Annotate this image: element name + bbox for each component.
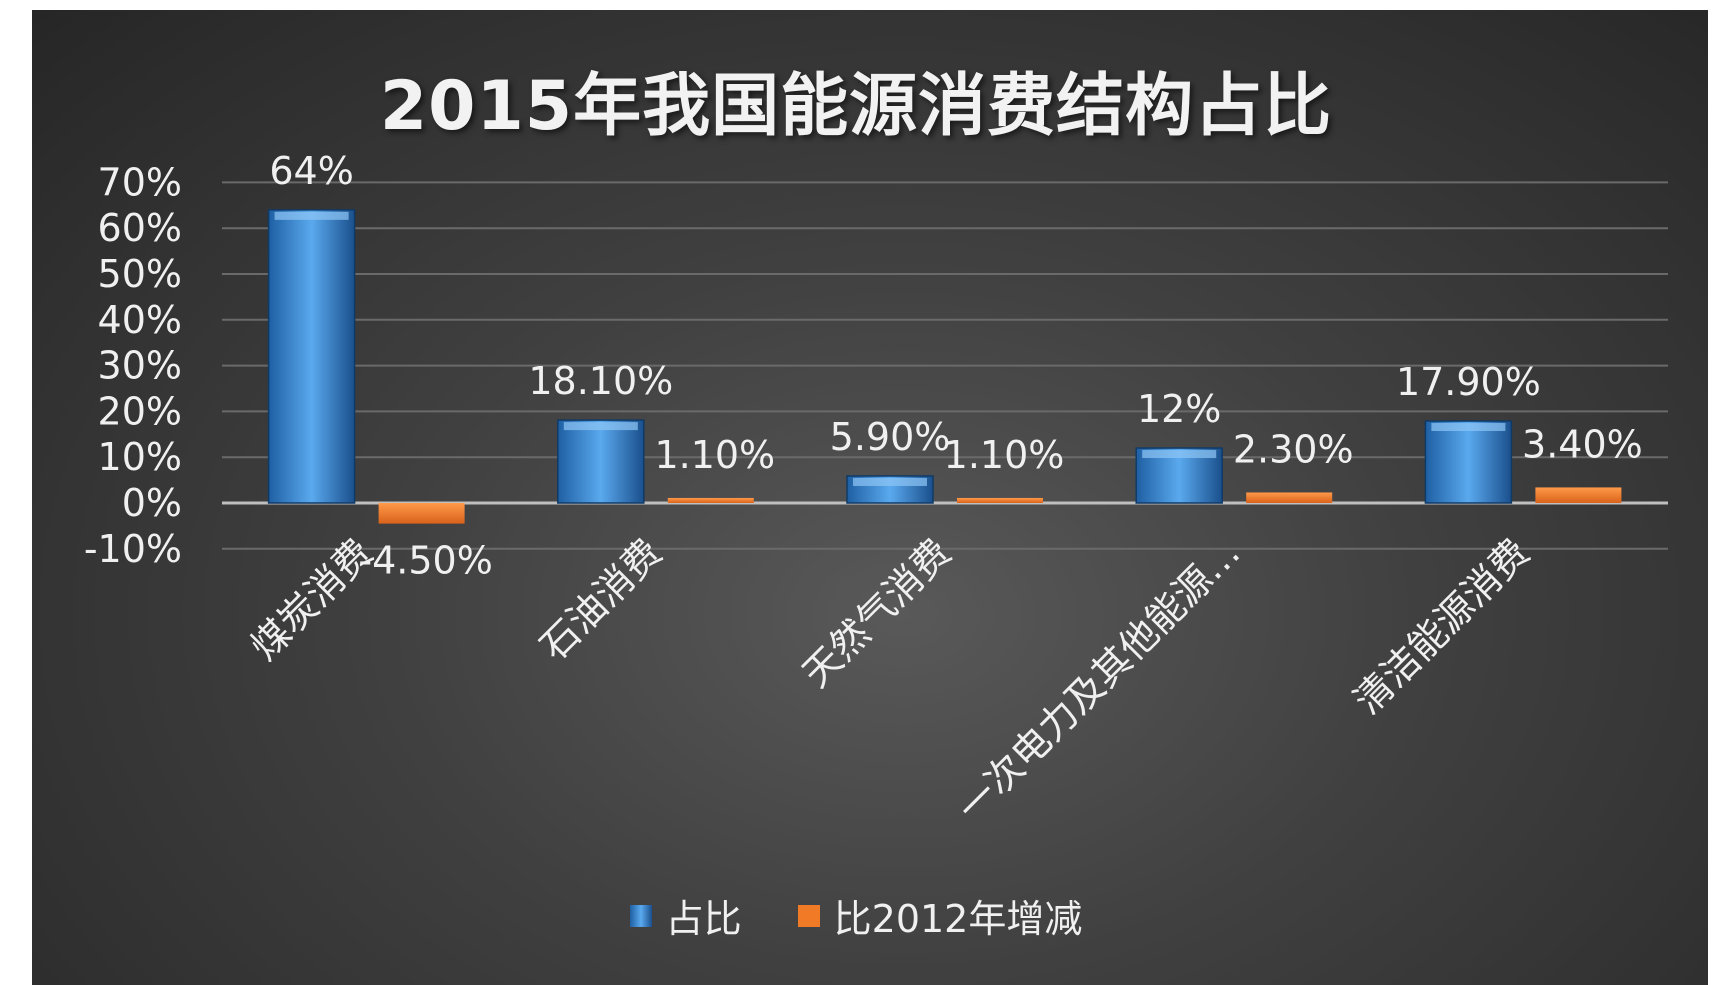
category-label: 煤炭消费 — [242, 530, 381, 669]
y-tick-label: 60% — [98, 206, 182, 250]
bar-share-highlight — [1431, 423, 1506, 432]
bar-change — [1535, 487, 1622, 503]
data-label-share: 17.90% — [1396, 360, 1541, 404]
bar-share-highlight — [563, 422, 638, 431]
legend-label-share: 占比 — [665, 897, 742, 941]
y-tick-label: 50% — [98, 252, 182, 296]
legend-label-change: 比2012年增减 — [833, 897, 1083, 941]
bar-share — [557, 419, 645, 504]
bar-share-highlight — [853, 477, 927, 486]
category-label: 一次电力及其他能源… — [949, 530, 1249, 830]
category-label: 石油消费 — [532, 530, 671, 669]
bar-share — [1424, 420, 1513, 504]
y-tick-label: 70% — [98, 160, 182, 204]
bar-change — [1246, 492, 1333, 503]
data-label-change: 2.30% — [1233, 427, 1354, 471]
bar-change — [957, 497, 1043, 503]
bar-share-highlight — [1142, 450, 1217, 459]
y-tick-label: 20% — [98, 389, 182, 433]
category-label: 清洁能源消费 — [1345, 530, 1537, 722]
y-tick-label: 40% — [98, 298, 182, 342]
bar-change — [378, 503, 465, 524]
data-label-change: -4.50% — [358, 539, 492, 583]
y-tick-label: 30% — [98, 344, 182, 388]
data-label-change: 3.40% — [1522, 422, 1643, 466]
data-label-share: 5.90% — [830, 415, 951, 459]
data-label-change: 1.10% — [654, 433, 775, 477]
bar-share-highlight — [274, 211, 349, 220]
legend-swatch-share — [629, 904, 652, 927]
category-label: 天然气消费 — [794, 530, 959, 695]
y-tick-label: 10% — [98, 435, 182, 479]
y-tick-label: 0% — [122, 481, 182, 525]
data-label-change: 1.10% — [944, 433, 1065, 477]
bar-share — [267, 209, 356, 504]
legend-swatch-change — [797, 904, 820, 927]
bar-change — [667, 497, 754, 503]
chart-title: 2015年我国能源消费结构占比 — [379, 67, 1333, 146]
legend-item-change: 比2012年增减 — [797, 888, 1083, 943]
data-label-share: 64% — [269, 149, 353, 193]
y-tick-label: -10% — [84, 527, 182, 571]
data-label-share: 12% — [1137, 387, 1221, 431]
data-label-share: 18.10% — [528, 359, 673, 403]
legend-item-share: 占比 — [629, 888, 742, 943]
legend: 占比 比2012年增减 — [0, 888, 1712, 943]
